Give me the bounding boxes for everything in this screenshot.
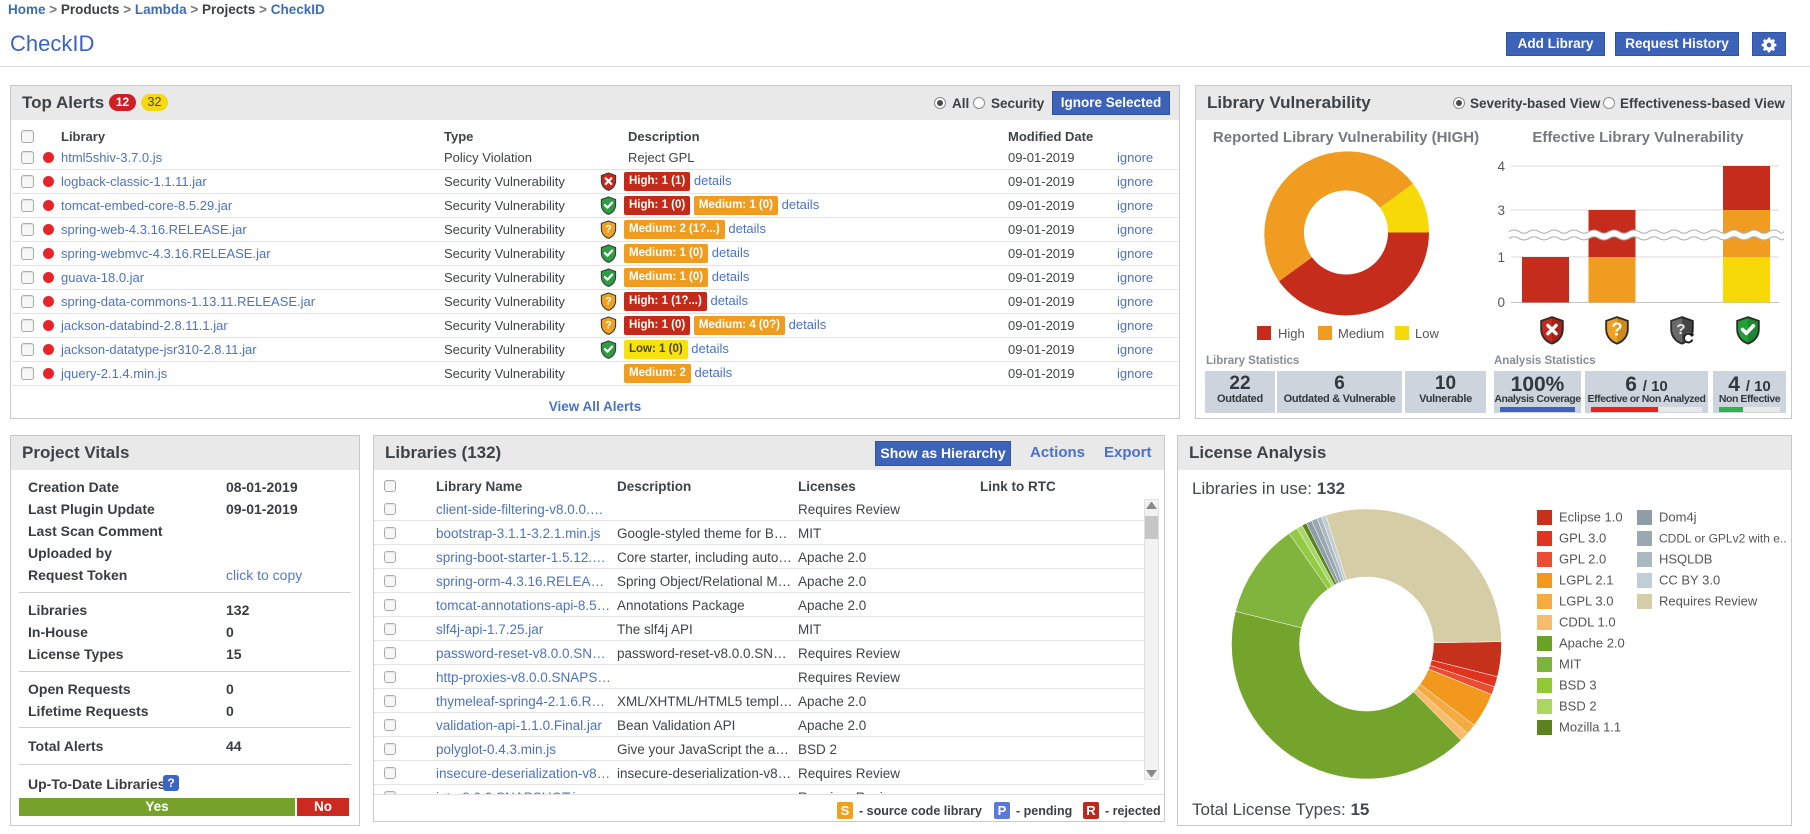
svg-text:CDDL 1.0: CDDL 1.0 <box>1559 615 1616 630</box>
svg-text:1: 1 <box>1497 250 1505 265</box>
svg-text:4: 4 <box>1497 159 1505 174</box>
svg-text:LGPL 2.1: LGPL 2.1 <box>1559 573 1613 588</box>
svg-text:LGPL 3.0: LGPL 3.0 <box>1559 594 1613 609</box>
svg-text:?: ? <box>605 224 611 236</box>
svg-text:HSQLDB: HSQLDB <box>1659 552 1712 567</box>
svg-text:CC BY 3.0: CC BY 3.0 <box>1659 573 1720 588</box>
svg-text:?: ? <box>1611 319 1622 340</box>
svg-text:?: ? <box>605 296 611 308</box>
svg-text:?: ? <box>1676 321 1685 338</box>
svg-text:Eclipse 1.0: Eclipse 1.0 <box>1559 510 1623 525</box>
svg-text:Requires Review: Requires Review <box>1659 594 1758 609</box>
svg-text:Mozilla 1.1: Mozilla 1.1 <box>1559 720 1621 735</box>
svg-text:GPL 3.0: GPL 3.0 <box>1559 531 1606 546</box>
svg-text:Low: Low <box>1415 326 1439 341</box>
svg-text:High: High <box>1278 326 1305 341</box>
svg-text:Medium: Medium <box>1338 326 1384 341</box>
svg-text:Apache 2.0: Apache 2.0 <box>1559 636 1625 651</box>
svg-text:?: ? <box>605 320 611 332</box>
svg-text:BSD 3: BSD 3 <box>1559 678 1597 693</box>
svg-text:0: 0 <box>1497 295 1505 310</box>
svg-text:CDDL or GPLv2 with e..: CDDL or GPLv2 with e.. <box>1659 532 1787 546</box>
svg-text:BSD 2: BSD 2 <box>1559 699 1597 714</box>
svg-text:GPL 2.0: GPL 2.0 <box>1559 552 1606 567</box>
svg-text:MIT: MIT <box>1559 657 1581 672</box>
svg-text:Dom4j: Dom4j <box>1659 510 1697 525</box>
svg-text:3: 3 <box>1497 203 1505 218</box>
